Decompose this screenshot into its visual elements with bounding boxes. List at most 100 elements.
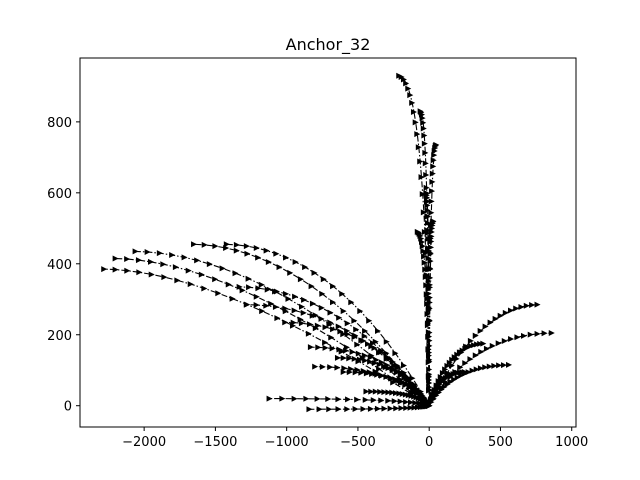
- series-15-marker: [385, 389, 392, 396]
- series-15-marker: [372, 388, 379, 395]
- series-8-marker: [290, 319, 297, 326]
- series-3-marker: [156, 250, 163, 257]
- series-16-marker: [412, 119, 419, 126]
- series-21-marker: [426, 356, 433, 363]
- series-11-marker: [362, 396, 369, 403]
- series-15-marker: [399, 391, 406, 398]
- x-tick-label: −500: [340, 435, 376, 450]
- series-25-marker: [446, 359, 453, 366]
- series-5-marker: [375, 327, 382, 334]
- series-19-marker: [420, 247, 427, 254]
- series-26: [426, 369, 468, 409]
- x-tick-label: −1500: [193, 435, 237, 450]
- series-23-marker: [483, 345, 490, 352]
- series-13-marker: [334, 354, 341, 361]
- series-6-marker: [336, 314, 343, 321]
- series-16-marker: [410, 109, 417, 116]
- series-14-marker: [340, 369, 347, 376]
- series-12-marker: [344, 406, 351, 413]
- series-1-marker: [259, 308, 266, 315]
- series-24-marker: [441, 383, 448, 390]
- series-17-marker: [420, 119, 427, 126]
- series-1-marker: [112, 266, 119, 273]
- series-22-marker: [482, 323, 489, 330]
- series-13-marker: [405, 377, 412, 384]
- axes-layer: −2000 −1500 −1000 −500 0 500 1000 0 200 400 600 800: [47, 57, 588, 450]
- series-18-marker: [429, 178, 436, 185]
- series-11-marker: [325, 396, 332, 403]
- series-7-marker: [327, 319, 334, 326]
- series-24-marker: [496, 362, 503, 369]
- series-15-marker: [363, 388, 370, 395]
- series-6-marker: [353, 326, 360, 333]
- series-17-marker: [421, 132, 428, 139]
- series-8-marker: [371, 344, 378, 351]
- x-tick-label: −1000: [265, 435, 309, 450]
- series-22-marker: [507, 307, 514, 314]
- series-19-marker: [419, 243, 426, 250]
- series-22-marker: [497, 312, 504, 319]
- series-15-marker: [381, 389, 388, 396]
- series-9-marker: [361, 352, 368, 359]
- series-9-marker: [373, 356, 380, 363]
- series-5-marker: [339, 290, 346, 297]
- series-14-marker: [358, 369, 365, 376]
- series-23-marker: [478, 348, 485, 355]
- series-5: [223, 241, 433, 409]
- series-12-marker: [381, 405, 388, 412]
- series-7-marker: [335, 323, 342, 330]
- series-23-marker: [534, 330, 541, 337]
- series-23-marker: [467, 356, 474, 363]
- series-8-marker: [383, 353, 390, 360]
- series-9-marker: [343, 347, 350, 354]
- series-5-marker: [357, 308, 364, 315]
- series-1-marker: [201, 285, 208, 292]
- series-22-marker: [523, 302, 530, 309]
- x-tick-label: 0: [425, 435, 433, 450]
- y-tick-label: 200: [47, 329, 72, 344]
- x-tick-label: 1000: [555, 435, 588, 450]
- series-6-marker: [361, 333, 368, 340]
- series-9-marker: [315, 344, 322, 351]
- series-24-marker: [435, 389, 442, 396]
- series-23-marker: [462, 360, 469, 367]
- series-2-marker: [328, 334, 335, 341]
- series-9-marker: [367, 354, 374, 361]
- series-24-marker: [482, 364, 489, 371]
- series-5-marker: [311, 269, 318, 276]
- series-16-marker: [403, 80, 410, 87]
- series-21-marker: [427, 258, 434, 265]
- series-23-marker: [457, 364, 464, 371]
- series-23-marker: [472, 352, 479, 359]
- series-13-marker: [346, 355, 353, 362]
- series-1-marker: [322, 339, 329, 346]
- series-1-marker: [229, 295, 236, 302]
- series-26-marker: [461, 369, 468, 376]
- series-10-marker: [312, 363, 319, 370]
- series-11-marker: [397, 398, 404, 405]
- y-tick-label: 800: [47, 116, 72, 131]
- series-12-marker: [360, 405, 367, 412]
- series-24-marker: [486, 363, 493, 370]
- series-4-marker: [191, 241, 198, 248]
- series-17-marker: [419, 115, 426, 122]
- series-16-marker: [418, 174, 425, 181]
- series-22-marker: [492, 315, 499, 322]
- series-20-marker: [426, 349, 433, 356]
- series-24-marker: [473, 366, 480, 373]
- series-20-marker: [424, 219, 431, 226]
- series-9-marker: [355, 350, 362, 357]
- series-4-marker: [340, 308, 347, 315]
- series-14-marker: [379, 372, 386, 379]
- series-1-marker: [148, 271, 155, 278]
- axes-frame: [79, 57, 577, 428]
- series-8-marker: [365, 341, 372, 348]
- series-18-marker: [428, 198, 435, 205]
- series-21-marker: [428, 238, 435, 245]
- series-4-marker: [287, 269, 294, 276]
- series-22-marker: [518, 303, 525, 310]
- series-15-marker: [402, 391, 409, 398]
- series-24-marker: [500, 362, 507, 369]
- series-2-marker: [172, 264, 179, 271]
- series-22-marker: [467, 337, 474, 344]
